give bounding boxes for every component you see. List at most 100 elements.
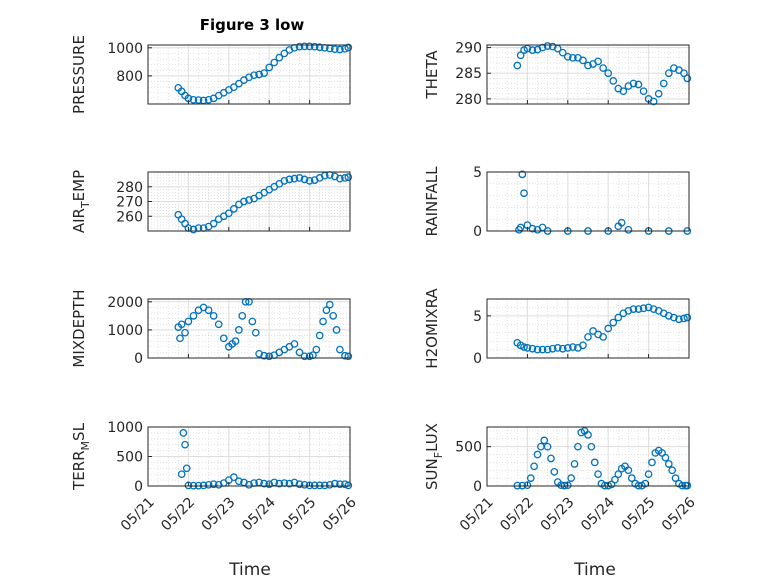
data-point bbox=[617, 218, 626, 227]
data-point bbox=[315, 43, 324, 52]
data-point bbox=[255, 70, 263, 79]
data-point bbox=[344, 481, 353, 490]
y-tick-label: 0 bbox=[134, 479, 143, 495]
data-point bbox=[570, 460, 579, 468]
x-tick-label: 05/24 bbox=[239, 494, 279, 534]
x-tick-label: 05/22 bbox=[497, 494, 537, 534]
y-tick-label: 1000 bbox=[107, 41, 143, 57]
data-point bbox=[219, 334, 228, 343]
y-axis-label: SUNFLUX bbox=[423, 423, 445, 490]
data-point bbox=[584, 431, 592, 439]
data-point bbox=[518, 170, 527, 179]
axes-box bbox=[486, 171, 690, 232]
data-point bbox=[300, 42, 309, 51]
data-point bbox=[563, 344, 572, 352]
data-point bbox=[609, 318, 618, 327]
data-point bbox=[513, 61, 522, 70]
data-point bbox=[558, 48, 567, 57]
data-point bbox=[332, 326, 341, 334]
y-tick-label: 500 bbox=[116, 450, 143, 466]
data-point bbox=[181, 440, 189, 449]
data-point bbox=[315, 331, 324, 340]
data-point bbox=[214, 320, 223, 329]
data-point bbox=[300, 175, 309, 184]
data-point bbox=[654, 89, 663, 98]
data-point bbox=[584, 61, 592, 70]
data-point bbox=[530, 462, 538, 471]
data-point bbox=[194, 96, 203, 104]
y-axis-label: AIRTEMP bbox=[70, 170, 92, 233]
data-point bbox=[295, 174, 304, 182]
x-tick-label: 05/22 bbox=[158, 494, 198, 534]
data-point bbox=[604, 69, 613, 78]
data-point bbox=[231, 337, 240, 345]
data-point bbox=[599, 64, 608, 72]
data-point bbox=[250, 71, 258, 80]
data-point bbox=[520, 189, 528, 198]
data-point bbox=[639, 87, 648, 96]
data-point bbox=[614, 313, 623, 322]
data-point bbox=[568, 343, 577, 351]
y-tick-label: 5 bbox=[473, 309, 482, 325]
y-tick-label: 290 bbox=[455, 41, 482, 57]
data-point bbox=[300, 480, 309, 489]
data-point bbox=[548, 344, 557, 353]
data-point bbox=[260, 69, 268, 77]
subplot-rainfall: 0 5 RAINFALL bbox=[423, 165, 692, 240]
data-point bbox=[224, 209, 233, 218]
x-tick-label: 05/26 bbox=[320, 494, 360, 534]
data-point bbox=[599, 333, 608, 341]
data-point bbox=[265, 352, 274, 361]
y-tick-label: 1000 bbox=[107, 323, 143, 339]
y-tick-label: 260 bbox=[116, 209, 143, 225]
subplot-mixdepth: 0 1000 2000 MIXDEPTH bbox=[70, 289, 353, 368]
y-tick-label: 800 bbox=[116, 69, 143, 85]
y-tick-label: 0 bbox=[473, 351, 482, 367]
data-point bbox=[664, 69, 673, 78]
data-point bbox=[181, 328, 189, 337]
data-point bbox=[553, 344, 562, 352]
data-point bbox=[230, 473, 238, 481]
axes-box bbox=[486, 44, 690, 105]
data-point bbox=[533, 345, 542, 354]
data-point bbox=[523, 344, 532, 352]
data-point bbox=[336, 480, 344, 489]
data-point bbox=[648, 458, 656, 467]
y-tick-label: 270 bbox=[116, 195, 143, 211]
data-point bbox=[341, 351, 349, 360]
data-point bbox=[639, 304, 648, 313]
data-point bbox=[611, 475, 619, 484]
data-point bbox=[341, 44, 349, 53]
data-point bbox=[664, 312, 673, 320]
data-point bbox=[245, 480, 253, 489]
data-point bbox=[330, 479, 339, 488]
data-point bbox=[624, 466, 633, 475]
data-point bbox=[209, 219, 218, 228]
data-point bbox=[214, 480, 223, 489]
y-tick-label: 0 bbox=[134, 351, 143, 367]
data-point bbox=[594, 57, 602, 66]
y-tick-label: 1000 bbox=[107, 420, 143, 436]
data-point bbox=[300, 352, 309, 361]
axes-box bbox=[147, 44, 351, 105]
data-point bbox=[336, 174, 344, 183]
data-point bbox=[540, 436, 549, 445]
data-point bbox=[240, 197, 248, 206]
x-tick-label: 05/25 bbox=[619, 494, 659, 534]
data-point bbox=[680, 69, 688, 78]
data-point bbox=[594, 470, 602, 479]
data-point bbox=[209, 480, 218, 489]
y-axis-label: RAINFALL bbox=[423, 166, 441, 237]
data-point bbox=[634, 80, 643, 89]
data-point bbox=[235, 326, 243, 334]
data-point bbox=[189, 95, 198, 104]
y-tick-label: 280 bbox=[116, 180, 143, 196]
data-point bbox=[295, 480, 304, 489]
x-tick-label: 05/23 bbox=[538, 494, 578, 534]
data-point bbox=[538, 43, 547, 52]
data-point bbox=[176, 334, 184, 343]
data-point bbox=[550, 467, 559, 476]
data-point bbox=[255, 349, 263, 358]
data-point bbox=[664, 460, 673, 468]
